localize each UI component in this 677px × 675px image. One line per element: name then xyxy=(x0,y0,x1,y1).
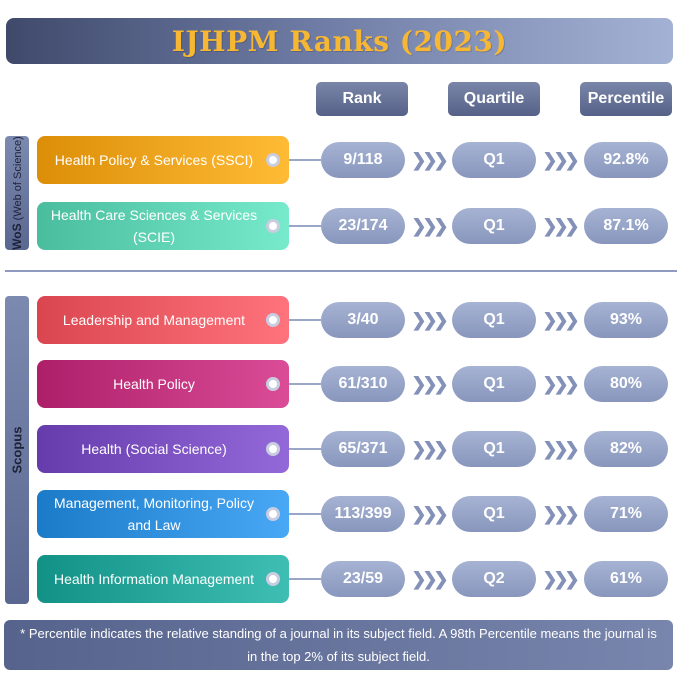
quartile-column-header: Quartile xyxy=(448,82,540,116)
percentile-pill: 92.8% xyxy=(584,142,668,178)
wos-label-bold: WoS xyxy=(10,223,24,250)
section-divider xyxy=(5,270,677,272)
triple-chevron-right-icon: ❯❯❯ xyxy=(542,373,579,394)
connector-line xyxy=(289,225,321,227)
rank-pill: 3/40 xyxy=(321,302,405,338)
rank-pill: 65/371 xyxy=(321,431,405,467)
category-box: Health Information Management xyxy=(37,555,289,603)
category-label: Health Care Sciences & Services (SCIE) xyxy=(50,207,258,245)
footnote: * Percentile indicates the relative stan… xyxy=(4,620,673,670)
rank-column-header: Rank xyxy=(316,82,408,116)
quartile-pill: Q1 xyxy=(452,366,536,402)
quartile-pill: Q1 xyxy=(452,208,536,244)
connector-dot-icon xyxy=(266,313,280,327)
triple-chevron-right-icon: ❯❯❯ xyxy=(542,149,579,170)
scopus-label: Scopus xyxy=(9,426,25,474)
category-label: Health Policy & Services (SSCI) xyxy=(54,152,254,168)
triple-chevron-right-icon: ❯❯❯ xyxy=(542,309,579,330)
category-label: Health (Social Science) xyxy=(81,441,227,457)
triple-chevron-right-icon: ❯❯❯ xyxy=(411,438,448,459)
connector-dot-icon xyxy=(266,507,280,521)
rank-pill: 9/118 xyxy=(321,142,405,178)
connector-line xyxy=(289,513,321,515)
connector-dot-icon xyxy=(266,153,280,167)
quartile-pill: Q1 xyxy=(452,496,536,532)
percentile-pill: 80% xyxy=(584,366,668,402)
percentile-pill: 82% xyxy=(584,431,668,467)
connector-dot-icon xyxy=(266,572,280,586)
quartile-pill: Q1 xyxy=(452,431,536,467)
connector-line xyxy=(289,383,321,385)
triple-chevron-right-icon: ❯❯❯ xyxy=(411,215,448,236)
category-box: Health Policy xyxy=(37,360,289,408)
percentile-column-header: Percentile xyxy=(580,82,672,116)
percentile-pill: 93% xyxy=(584,302,668,338)
category-box: Health Policy & Services (SSCI) xyxy=(37,136,289,184)
rank-pill: 23/174 xyxy=(321,208,405,244)
rank-pill: 113/399 xyxy=(321,496,405,532)
title-banner: IJHPM Ranks (2023) xyxy=(6,18,673,64)
category-label: Leadership and Management xyxy=(62,312,246,328)
triple-chevron-right-icon: ❯❯❯ xyxy=(411,568,448,589)
triple-chevron-right-icon: ❯❯❯ xyxy=(542,503,579,524)
triple-chevron-right-icon: ❯❯❯ xyxy=(542,438,579,459)
category-box: Management, Monitoring, Policy and Law xyxy=(37,490,289,538)
category-box: Health Care Sciences & Services (SCIE) xyxy=(37,202,289,250)
rank-pill: 61/310 xyxy=(321,366,405,402)
category-label: Health Policy xyxy=(113,376,195,392)
quartile-pill: Q1 xyxy=(452,142,536,178)
percentile-pill: 87.1% xyxy=(584,208,668,244)
connector-line xyxy=(289,159,321,161)
scopus-section-label: Scopus xyxy=(5,296,29,604)
category-box: Health (Social Science) xyxy=(37,425,289,473)
triple-chevron-right-icon: ❯❯❯ xyxy=(542,568,579,589)
rank-pill: 23/59 xyxy=(321,561,405,597)
triple-chevron-right-icon: ❯❯❯ xyxy=(411,149,448,170)
connector-dot-icon xyxy=(266,442,280,456)
triple-chevron-right-icon: ❯❯❯ xyxy=(411,503,448,524)
percentile-pill: 61% xyxy=(584,561,668,597)
triple-chevron-right-icon: ❯❯❯ xyxy=(411,309,448,330)
connector-line xyxy=(289,578,321,580)
triple-chevron-right-icon: ❯❯❯ xyxy=(411,373,448,394)
category-label: Health Information Management xyxy=(54,571,254,587)
quartile-pill: Q1 xyxy=(452,302,536,338)
triple-chevron-right-icon: ❯❯❯ xyxy=(542,215,579,236)
wos-section-label: WoS (Web of Science) xyxy=(5,136,29,250)
category-box: Leadership and Management xyxy=(37,296,289,344)
wos-label-rest: (Web of Science) xyxy=(12,136,24,224)
category-label: Management, Monitoring, Policy and Law xyxy=(54,495,254,533)
connector-line xyxy=(289,319,321,321)
percentile-pill: 71% xyxy=(584,496,668,532)
connector-line xyxy=(289,448,321,450)
connector-dot-icon xyxy=(266,219,280,233)
connector-dot-icon xyxy=(266,377,280,391)
page-title: IJHPM Ranks (2023) xyxy=(171,24,508,58)
quartile-pill: Q2 xyxy=(452,561,536,597)
